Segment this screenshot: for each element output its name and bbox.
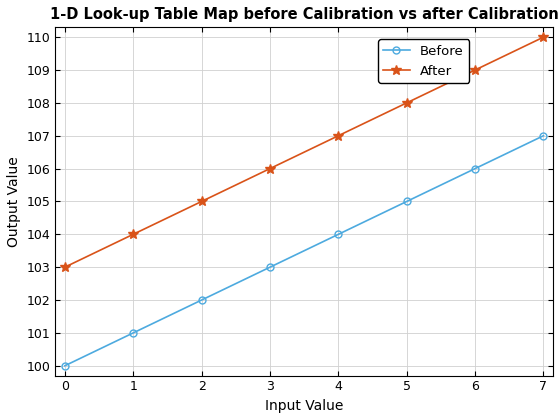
After [130,232,137,237]
After [540,34,547,39]
After [335,133,342,138]
Y-axis label: Output Value: Output Value [7,156,21,247]
Before [267,265,273,270]
Before [403,199,410,204]
After [198,199,205,204]
Title: 1-D Look-up Table Map before Calibration vs after Calibration: 1-D Look-up Table Map before Calibration… [50,7,558,22]
Before [472,166,478,171]
Before [335,232,342,237]
After [472,68,478,73]
Line: Before: Before [62,132,547,369]
Before [130,331,137,336]
Before [540,133,547,138]
Before [198,297,205,302]
After [267,166,273,171]
After [62,265,68,270]
After [403,100,410,105]
Before [62,363,68,368]
Line: After: After [60,32,548,272]
X-axis label: Input Value: Input Value [265,399,343,413]
Legend: Before, After: Before, After [378,39,469,83]
